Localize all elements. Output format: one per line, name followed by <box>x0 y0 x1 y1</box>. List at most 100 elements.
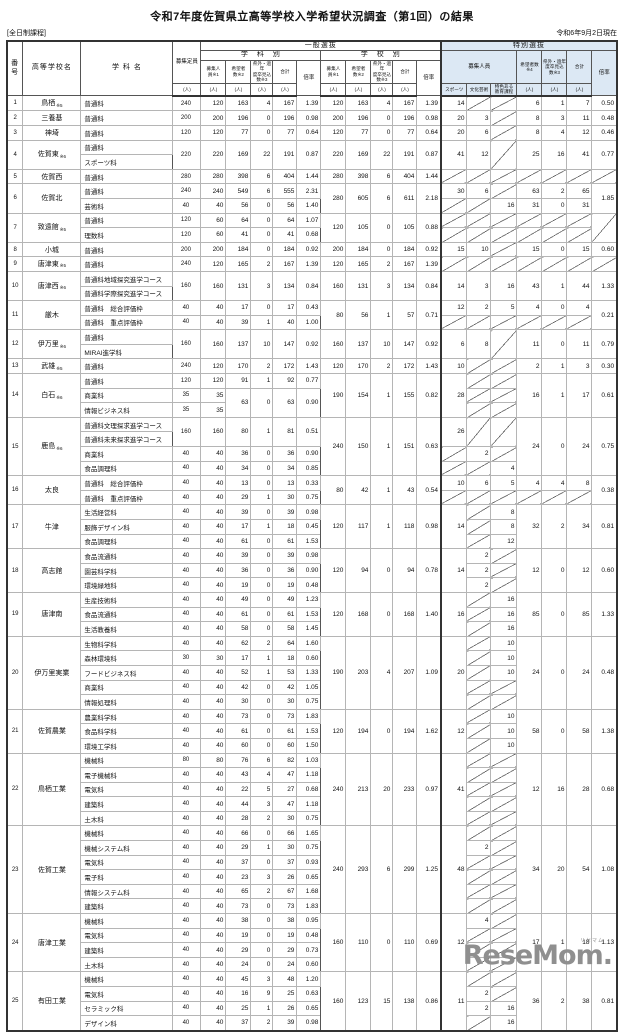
table-row: 園芸科学科 40 40 36 0 36 0.90 2 <box>7 562 617 579</box>
value-cell: 1.33 <box>591 270 618 302</box>
value-cell: 65 <box>225 883 252 900</box>
value-cell: 0 <box>250 227 274 243</box>
value-cell: 40 <box>172 767 202 783</box>
value-cell: 6 <box>466 124 492 141</box>
na-diagonal-cell <box>466 197 492 214</box>
value-cell: 61 <box>225 723 252 739</box>
row-number-cell: 14 <box>6 373 24 418</box>
value-cell: 40 <box>172 504 202 520</box>
na-diagonal-cell <box>466 168 492 185</box>
value-cell: 0.69 <box>416 913 442 973</box>
value-cell: 1 <box>541 373 568 418</box>
value-cell: 1 <box>250 519 274 535</box>
value-cell: 14 <box>439 504 468 550</box>
value-cell: 120 <box>320 708 347 754</box>
value-cell: 43 <box>516 270 543 302</box>
value-cell: 200 <box>200 241 227 258</box>
footnote-mark: ※5 <box>56 365 63 371</box>
value-cell: 40 <box>200 519 227 535</box>
value-cell: 280 <box>320 183 347 214</box>
col-header-school: 高等学校名 <box>22 40 82 97</box>
table-row: 電気科 40 40 19 0 19 0.48 <box>7 927 617 944</box>
value-cell: 12 <box>566 124 593 141</box>
value-cell: 17 <box>225 300 252 316</box>
value-cell: 170 <box>345 358 372 375</box>
school-name-cell: 佐賀農業 <box>22 708 82 754</box>
dept-name-cell: 理数科 <box>80 227 174 243</box>
value-cell: 6 <box>466 183 492 199</box>
value-cell: 0.48 <box>296 927 322 944</box>
na-diagonal-cell <box>541 168 568 185</box>
value-cell: 12 <box>439 708 468 754</box>
value-cell: 63 <box>516 183 543 199</box>
value-cell: 30 <box>439 183 468 199</box>
value-cell: 1.45 <box>296 621 322 637</box>
dept-name-cell: 商業科 <box>80 446 174 462</box>
na-diagonal-cell <box>466 796 492 812</box>
value-cell: 8 <box>490 504 518 520</box>
value-cell: 1 <box>370 504 394 550</box>
value-cell: 605 <box>345 183 372 214</box>
value-cell: 40 <box>200 300 227 316</box>
na-diagonal-cell <box>466 650 492 666</box>
value-cell: 13 <box>272 475 298 491</box>
na-diagonal-cell <box>490 810 518 827</box>
value-cell: 10 <box>466 241 492 258</box>
value-cell: 20 <box>439 124 468 141</box>
row-number-cell: 13 <box>6 358 24 375</box>
na-diagonal-cell <box>466 635 492 652</box>
row-number-cell: 20 <box>6 635 24 710</box>
col-header-school-outside: 県外・過年 度卒見込 数※3 <box>370 59 394 84</box>
value-cell: 0.82 <box>416 373 442 418</box>
header-row-3: 募集人 員※1 希望者 数※2 県外・過年 度卒見込 数※3 合計 倍率 募集人… <box>7 59 617 97</box>
table-row: 8 小城 普通科 200 200 184 0 184 0.92 200 184 0 184 0.92 15 1… <box>6 241 618 258</box>
value-cell: 57 <box>392 300 418 331</box>
value-cell: 10 <box>490 635 518 652</box>
na-diagonal-cell <box>439 212 468 229</box>
value-cell: 160 <box>320 913 347 973</box>
value-cell: 17 <box>225 519 252 535</box>
value-cell: 0.75 <box>296 810 322 827</box>
value-cell: 4 <box>541 124 568 141</box>
dept-name-cell: デザイン科 <box>80 1015 174 1032</box>
dept-name-cell: 電気科 <box>80 986 174 1002</box>
value-cell: 64 <box>272 212 298 229</box>
value-cell: 35 <box>200 387 227 404</box>
value-cell: 196 <box>392 110 418 126</box>
value-cell: 35 <box>172 402 202 418</box>
table-row: 電子科 40 40 23 3 26 0.65 <box>7 869 617 885</box>
value-cell: 118 <box>392 504 418 550</box>
value-cell: 0.98 <box>296 504 322 520</box>
row-number-cell: 12 <box>6 329 24 360</box>
value-cell: 40 <box>172 460 202 477</box>
na-diagonal-cell <box>466 767 492 783</box>
value-cell: 150 <box>345 416 372 477</box>
na-diagonal-cell <box>466 898 492 915</box>
value-cell: 19 <box>225 927 252 944</box>
table-row: 23 佐賀工業 機械科 40 40 66 0 66 1.65 240 293 6 299 1.25 48 34… <box>6 825 618 915</box>
value-cell: 3 <box>370 270 394 302</box>
value-cell: 1.53 <box>296 533 322 550</box>
value-cell: 40 <box>172 927 202 944</box>
value-cell: 34 <box>566 504 593 550</box>
na-diagonal-cell <box>566 256 593 272</box>
value-cell: 36 <box>225 562 252 579</box>
value-cell: 0.92 <box>296 329 322 360</box>
value-cell: 0.98 <box>296 110 322 126</box>
na-diagonal-cell <box>466 869 492 885</box>
value-cell: 66 <box>272 825 298 842</box>
dept-name-cell: 普通科 <box>80 139 174 156</box>
dept-name-cell: 普通科 総合評価枠 <box>80 475 174 491</box>
value-cell: 220 <box>320 139 347 170</box>
value-cell: 61 <box>225 533 252 550</box>
dept-name-cell: 土木科 <box>80 810 174 827</box>
value-cell: 40 <box>172 664 202 681</box>
value-cell: 5 <box>490 475 518 491</box>
value-cell: 0 <box>250 825 274 842</box>
value-cell: 0 <box>250 562 274 579</box>
col-header-school-total: 合計 <box>392 59 418 84</box>
table-row: 9 唐津東※5 普通科 240 120 165 2 167 1.39 120 165 2 167 1.39 <box>6 256 618 272</box>
na-diagonal-cell <box>490 971 518 987</box>
value-cell: 30 <box>200 650 227 666</box>
value-cell: 1.00 <box>296 314 322 331</box>
